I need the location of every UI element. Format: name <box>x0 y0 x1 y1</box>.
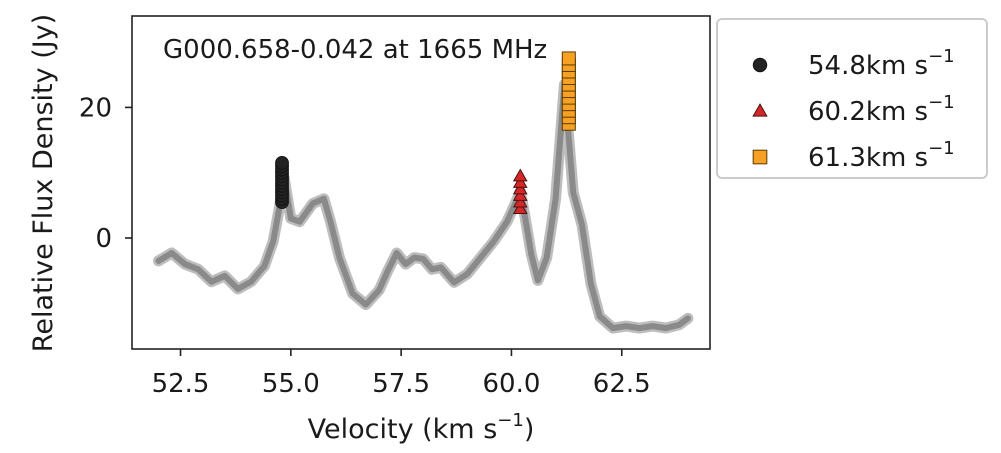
x-tick-label: 57.5 <box>372 369 430 399</box>
legend-marker-series-1 <box>752 57 768 73</box>
marker-layer <box>275 51 576 214</box>
data-point-series-2 <box>512 194 528 208</box>
legend-marker-series-3 <box>752 149 768 165</box>
data-point-series-2 <box>512 174 528 188</box>
legend-frame <box>716 18 988 179</box>
y-tick-label: 0 <box>95 224 112 254</box>
legend-label-series-3: 61.3km s−1 <box>808 138 955 173</box>
y-tick-label: 20 <box>79 93 112 123</box>
x-tick-label: 60.0 <box>483 369 541 399</box>
plot-frame <box>131 15 711 350</box>
x-tick-label: 52.5 <box>152 369 210 399</box>
y-axis-ticks: 0 20 <box>79 93 132 254</box>
x-tick-label: 55.0 <box>262 369 320 399</box>
data-point-series-1 <box>275 156 289 170</box>
spectrum-layer <box>153 79 694 334</box>
x-axis-ticks: 52.5 55.0 57.5 60.0 62.5 <box>152 349 651 399</box>
x-tick-label: 62.5 <box>593 369 651 399</box>
legend: 54.8km s−1 60.2km s−1 61.3km s−1 <box>716 18 988 179</box>
plot-area <box>131 15 711 350</box>
legend-label-series-2: 60.2km s−1 <box>808 92 955 127</box>
legend-label-series-1: 54.8km s−1 <box>808 46 955 81</box>
data-point-series-3 <box>561 51 576 66</box>
chart-annotation: G000.658-0.042 at 1665 MHz <box>163 35 547 65</box>
spectrum-line <box>155 81 691 332</box>
data-point-series-2 <box>512 168 528 182</box>
data-point-series-2 <box>512 201 528 214</box>
data-point-series-2 <box>512 181 528 195</box>
legend-marker-series-2 <box>752 103 768 117</box>
y-axis-label: Relative Flux Density (Jy) <box>28 14 59 352</box>
x-axis-label: Velocity (km s−1) <box>308 410 535 445</box>
data-point-series-2 <box>512 188 528 201</box>
